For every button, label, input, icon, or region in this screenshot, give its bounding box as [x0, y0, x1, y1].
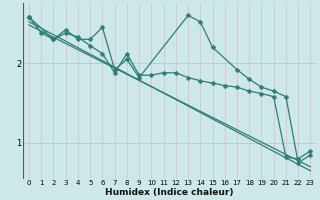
X-axis label: Humidex (Indice chaleur): Humidex (Indice chaleur) [106, 188, 234, 197]
